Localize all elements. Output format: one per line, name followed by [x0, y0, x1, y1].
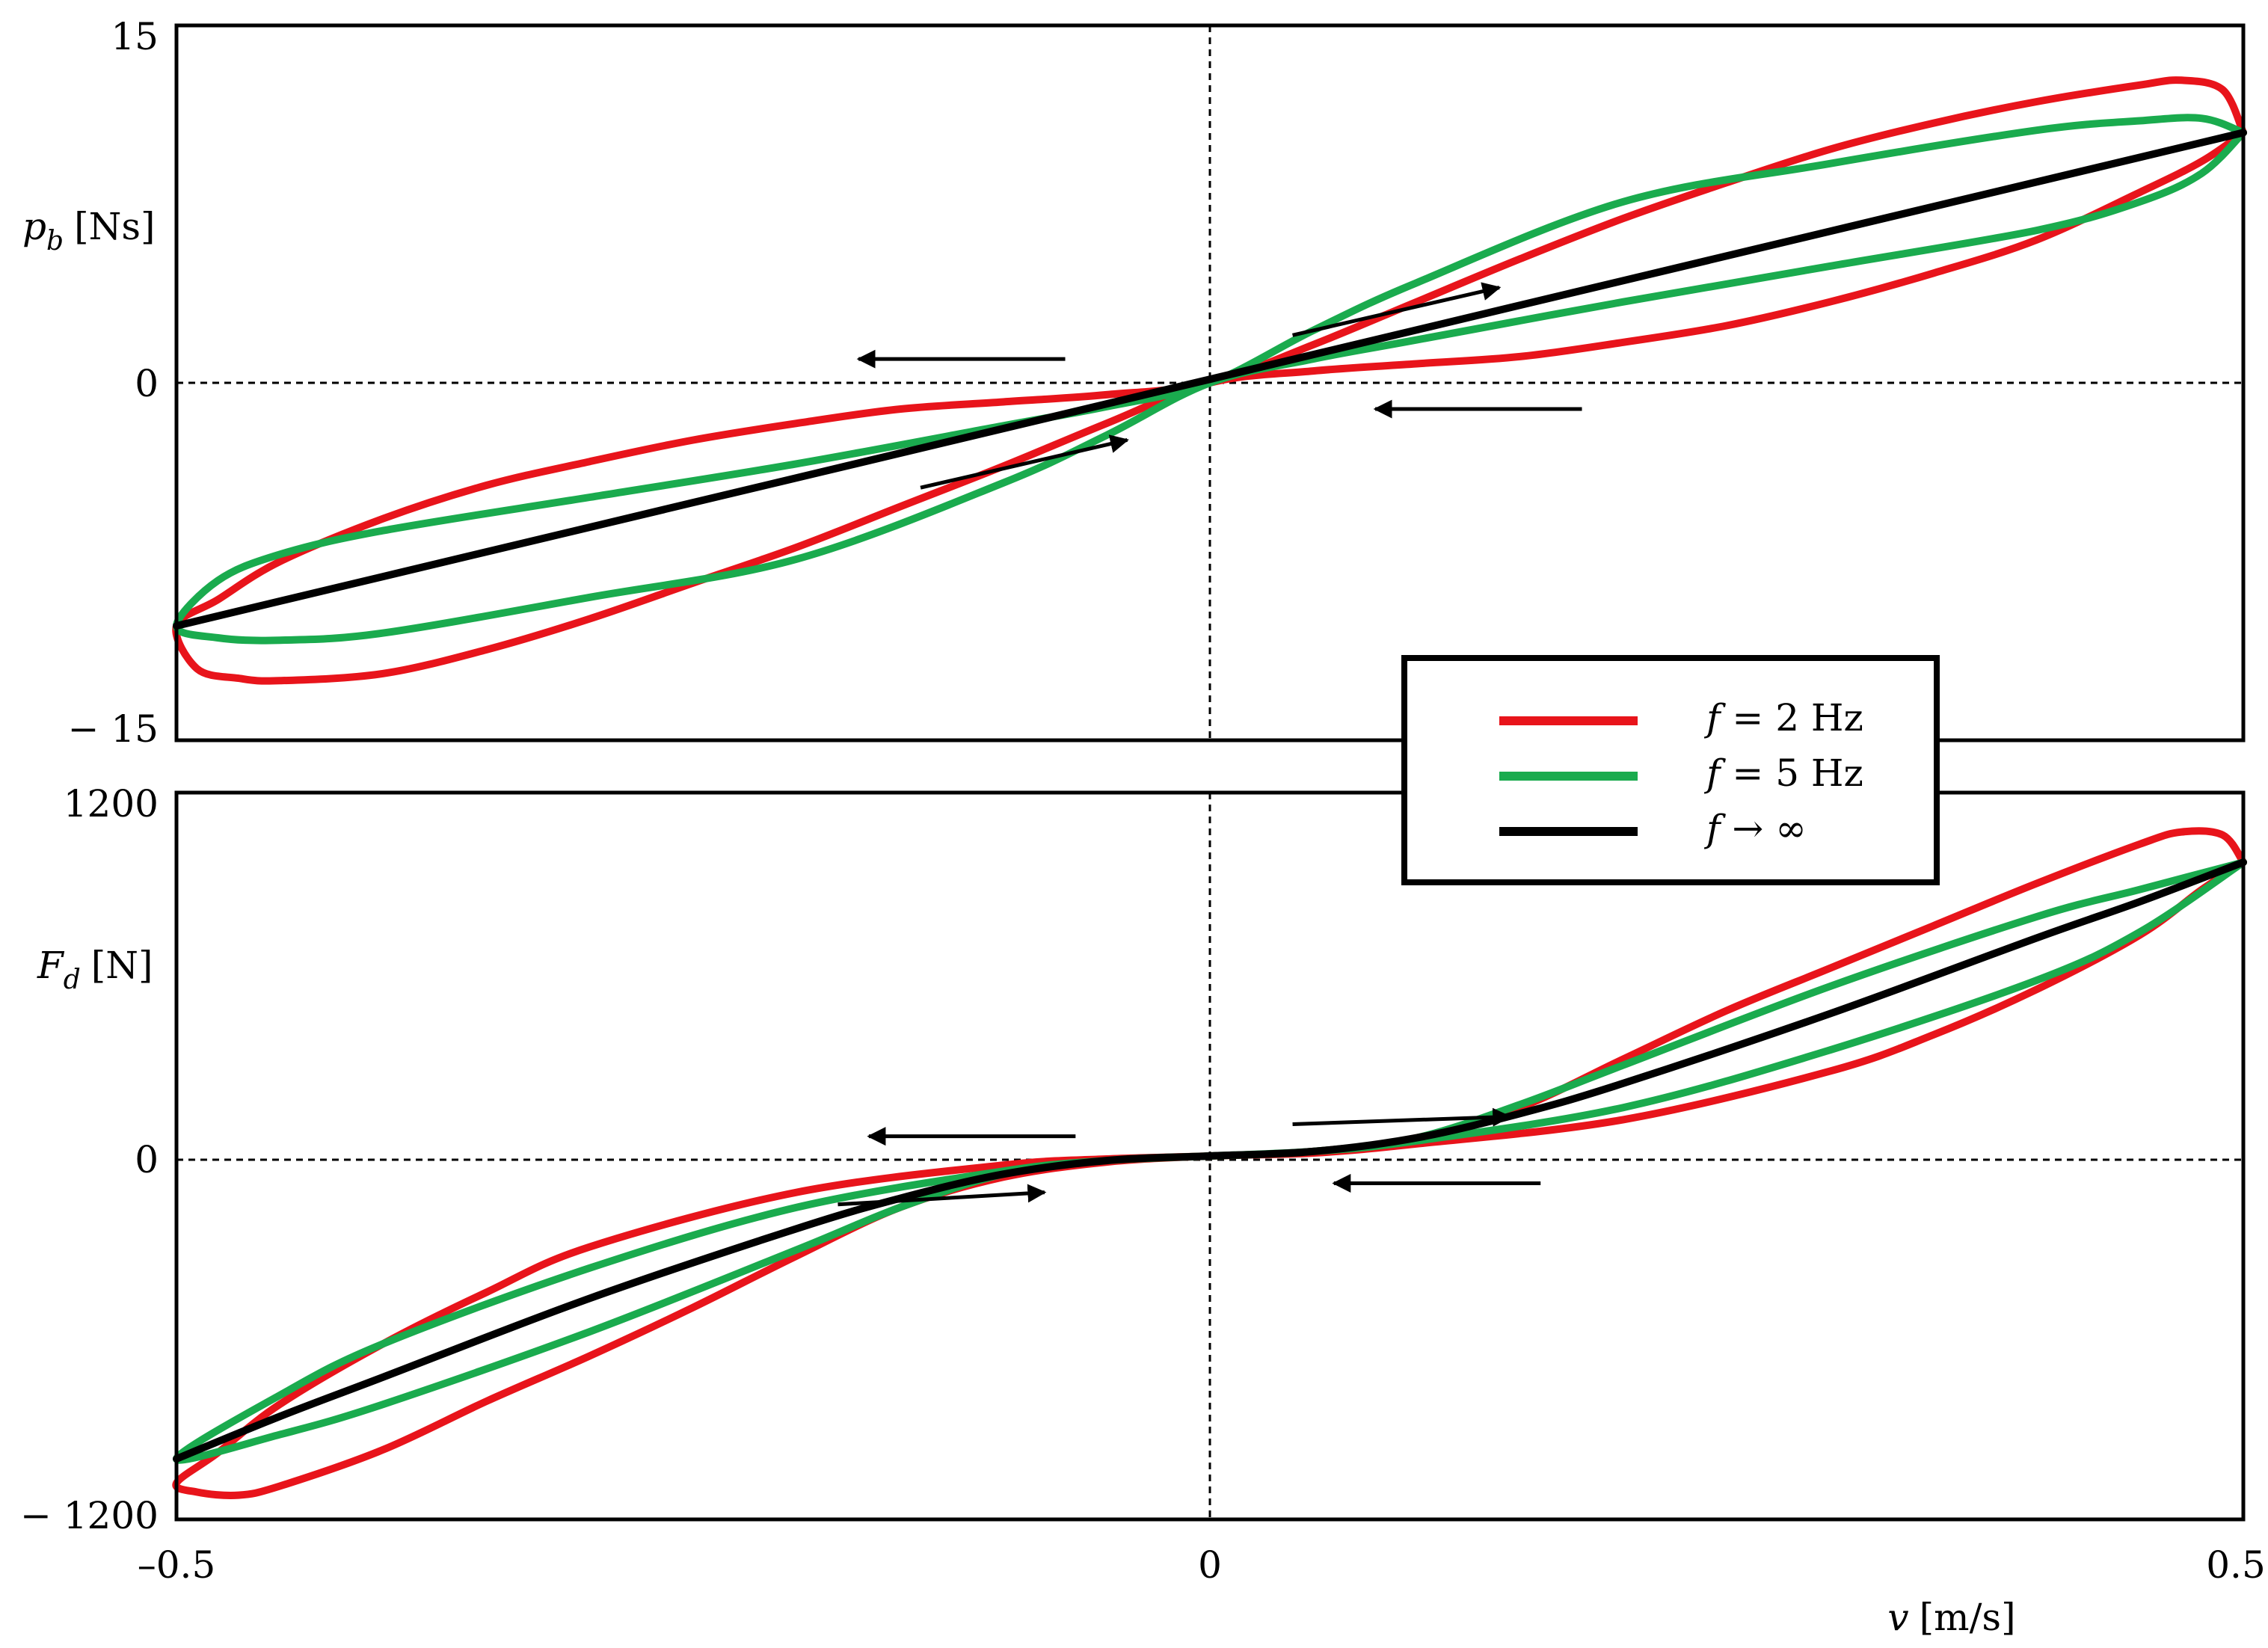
top-ylabel: pb [Ns]	[22, 205, 156, 256]
bottom-xtick-min: –0.5	[138, 1543, 216, 1587]
legend-box	[1401, 655, 1940, 885]
top-direction-arrow-1	[1291, 282, 1502, 337]
bottom-ytick-max: 1200	[64, 782, 159, 825]
bottom-plot-frame	[174, 790, 2246, 1522]
bottom-ylabel-subscript: d	[64, 965, 81, 995]
top-ytick-zero: 0	[135, 362, 159, 405]
legend-label-5hz: f = 5 Hz	[1703, 751, 1863, 795]
top-arrows-group	[856, 282, 1582, 490]
bottom-series-line-2-f	[173, 858, 2247, 1463]
top-direction-arrow-3	[920, 434, 1129, 490]
xlabel-unit: [m/s]	[1920, 1596, 2016, 1639]
bottom-ytick-min: − 1200	[20, 1494, 159, 1537]
top-ytick-min: − 15	[68, 707, 159, 751]
xlabel-symbol: v	[1887, 1596, 1908, 1639]
top-ylabel-symbol: p	[22, 205, 46, 248]
top-panel: 15 0 − 15 pb [Ns]	[22, 15, 2247, 751]
bottom-xtick-max: 0.5	[2206, 1543, 2266, 1587]
bottom-ytick-zero: 0	[135, 1138, 159, 1181]
top-ytick-max: 15	[111, 15, 159, 58]
bottom-ylabel: Fd [N]	[37, 944, 153, 995]
top-series-line-2-f	[173, 129, 2247, 630]
top-ylabel-subscript: b	[46, 226, 64, 256]
bottom-ylabel-unit: [N]	[91, 944, 153, 987]
top-plot-frame	[174, 23, 2246, 742]
legend: f = 2 Hz f = 5 Hz f → ∞	[1401, 655, 1940, 885]
bottom-xtick-zero: 0	[1198, 1543, 1222, 1587]
bottom-direction-arrow-3	[838, 1184, 1047, 1207]
bottom-ylabel-symbol: F	[37, 944, 65, 987]
xlabel: v [m/s]	[1887, 1596, 2015, 1639]
legend-label-2hz: f = 2 Hz	[1703, 696, 1863, 740]
legend-label-inf: f → ∞	[1703, 807, 1807, 850]
bottom-arrows-group	[838, 1107, 1541, 1207]
top-ylabel-unit: [Ns]	[74, 205, 155, 248]
bottom-panel: 1200 0 − 1200 –0.5 0 0.5 Fd [N] v [m/s]	[20, 782, 2266, 1639]
bottom-direction-arrow-1	[1292, 1107, 1512, 1127]
